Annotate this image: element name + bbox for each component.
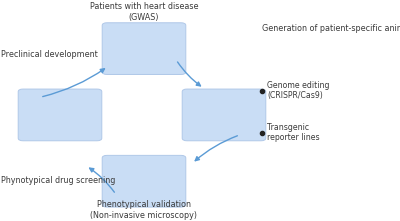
Text: Generation of patient-specific animal models: Generation of patient-specific animal mo…: [262, 24, 400, 33]
FancyBboxPatch shape: [18, 89, 102, 141]
FancyBboxPatch shape: [102, 155, 186, 207]
Text: Transgenic
reporter lines: Transgenic reporter lines: [267, 123, 320, 142]
FancyBboxPatch shape: [182, 89, 266, 141]
FancyBboxPatch shape: [102, 23, 186, 74]
Text: Genome editing
(CRISPR/Cas9): Genome editing (CRISPR/Cas9): [267, 81, 330, 100]
Text: Preclinical development: Preclinical development: [1, 50, 98, 59]
Text: Phenotypical validation
(Non-invasive microscopy): Phenotypical validation (Non-invasive mi…: [90, 200, 198, 220]
Text: Patients with heart disease
(GWAS): Patients with heart disease (GWAS): [90, 2, 198, 22]
Text: Phynotypical drug screening: Phynotypical drug screening: [1, 176, 115, 185]
